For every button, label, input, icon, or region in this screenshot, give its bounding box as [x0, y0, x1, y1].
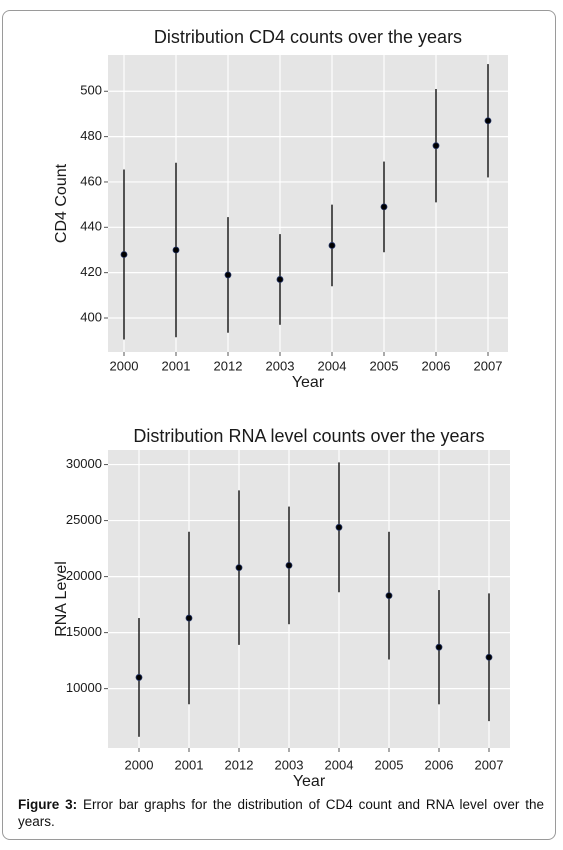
point: [224, 271, 232, 279]
point: [276, 276, 284, 283]
chart-title: Distribution RNA level counts over the y…: [133, 426, 484, 446]
y-tick-label: 10000: [66, 680, 102, 695]
y-tick-label: 440: [80, 219, 102, 234]
y-tick-label: 30000: [66, 456, 102, 471]
y-tick-label: 25000: [66, 512, 102, 527]
x-tick-label: 2007: [475, 757, 504, 772]
x-tick-label: 2003: [266, 358, 295, 373]
x-tick-label: 2003: [275, 757, 304, 772]
x-tick-label: 2001: [175, 757, 204, 772]
point: [385, 592, 393, 600]
caption-text: Error bar graphs for the distribution of…: [18, 797, 544, 829]
point: [185, 614, 193, 622]
x-tick-label: 2005: [375, 757, 404, 772]
x-tick-label: 2000: [110, 358, 139, 373]
point: [435, 643, 443, 651]
charts: Distribution CD4 counts over the years 40…: [53, 27, 510, 790]
x-tick-label: 2000: [125, 757, 154, 772]
figure-frame: [2, 10, 556, 840]
x-tick-label: 2006: [425, 757, 454, 772]
plot-background: [108, 55, 508, 352]
y-tick-label: 460: [80, 173, 102, 188]
point: [484, 117, 492, 125]
point: [335, 523, 343, 531]
x-tick-label: 2012: [214, 358, 243, 373]
point: [120, 251, 128, 258]
point: [135, 674, 143, 681]
y-axis-label: CD4 Count: [53, 163, 70, 243]
x-tick-label: 2007: [474, 358, 503, 373]
point: [235, 564, 243, 572]
point: [380, 203, 388, 211]
plot-background: [108, 450, 510, 748]
x-tick-label: 2004: [325, 757, 354, 772]
x-tick-label: 2012: [225, 757, 254, 772]
point: [432, 142, 440, 150]
x-axis-label: Year: [293, 773, 326, 790]
x-tick-label: 2006: [422, 358, 451, 373]
caption: Figure 3: Error bar graphs for the distr…: [18, 796, 544, 830]
caption-label: Figure 3:: [18, 797, 78, 812]
x-axis-label: Year: [292, 374, 325, 391]
y-tick-label: 420: [80, 264, 102, 279]
x-tick-label: 2001: [162, 358, 191, 373]
x-tick-label: 2005: [370, 358, 399, 373]
y-tick-label: 480: [80, 128, 102, 143]
y-tick-label: 500: [80, 83, 102, 98]
y-axis-label: RNA Level: [53, 561, 70, 637]
chart-title: Distribution CD4 counts over the years: [154, 27, 462, 47]
x-tick-label: 2004: [318, 358, 347, 373]
point: [172, 246, 180, 254]
point: [485, 653, 493, 661]
point: [328, 242, 336, 249]
y-tick-label: 15000: [66, 624, 102, 639]
point: [285, 561, 293, 569]
y-tick-label: 400: [80, 309, 102, 324]
y-tick-label: 20000: [66, 568, 102, 583]
